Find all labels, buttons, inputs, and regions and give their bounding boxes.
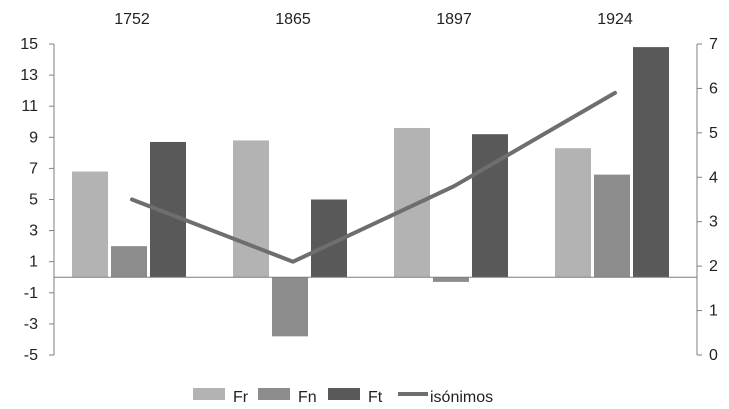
bar-ft-1897 (472, 134, 508, 278)
right-axis-tick-label: 7 (709, 36, 718, 53)
line-point-isonimos-1865 (292, 261, 294, 263)
legend-label-isonimos: isónimos (430, 389, 493, 406)
left-axis-tick-label: -5 (24, 347, 38, 364)
bar-fr-1865 (233, 140, 269, 278)
right-axis-tick-label: 4 (709, 169, 718, 186)
right-axis-tick-label: 5 (709, 125, 718, 142)
right-axis-tick-label: 3 (709, 214, 718, 231)
left-axis-tick-label: 1 (29, 254, 38, 271)
bar-fn-1752 (111, 246, 147, 278)
bar-fn-1865 (272, 277, 308, 337)
legend-label-ft: Ft (368, 389, 383, 406)
left-axis-tick-label: 11 (21, 98, 38, 115)
category-label-1924: 1924 (597, 11, 633, 28)
line-isonimos (130, 90, 617, 264)
legend-label-fn: Fn (298, 389, 317, 406)
line-point-isonimos-1897 (453, 185, 455, 187)
bar-ft-1924 (633, 47, 669, 278)
category-label-1897: 1897 (436, 11, 472, 28)
bar-fn-1897 (433, 277, 469, 282)
left-axis-tick-label: 15 (20, 36, 38, 53)
left-axis-tick-label: 3 (29, 223, 38, 240)
legend-label-fr: Fr (233, 389, 249, 406)
line-point-isonimos-1752 (131, 199, 133, 200)
right-axis-tick-label: 2 (709, 258, 718, 275)
category-label-1865: 1865 (275, 11, 311, 28)
legend-swatch-fr (193, 388, 225, 400)
bar-fr-1897 (394, 127, 430, 278)
right-axis-tick-label: 1 (709, 303, 718, 320)
left-axis-tick-label: 5 (29, 192, 38, 209)
legend-swatch-ft (328, 388, 360, 400)
bar-fn-1924 (594, 174, 630, 278)
category-label-1752: 1752 (114, 11, 150, 28)
left-axis-tick-label: 13 (20, 67, 38, 84)
left-axis-tick-label: -1 (24, 285, 38, 302)
bar-fr-1924 (555, 148, 591, 278)
right-axis-tick-label: 6 (709, 80, 718, 97)
bar-fr-1752 (72, 171, 108, 278)
left-axis-tick-label: 9 (29, 129, 38, 146)
line-point-isonimos-1924 (614, 92, 616, 94)
right-axis-tick-label: 0 (709, 347, 718, 364)
left-axis-tick-label: -3 (24, 316, 38, 333)
left-axis-tick-label: 7 (29, 160, 38, 177)
legend-swatch-fn (258, 388, 290, 400)
